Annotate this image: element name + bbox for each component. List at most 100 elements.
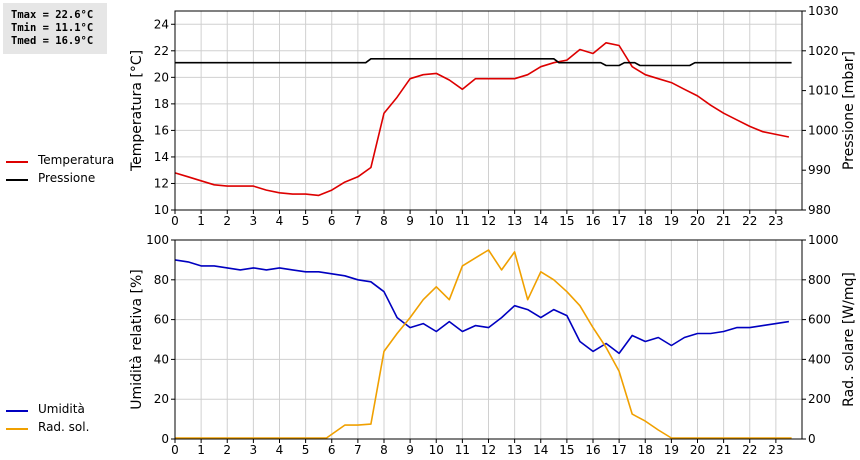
y-tick-label-right: 600 [808, 313, 831, 327]
x-tick-label: 11 [455, 214, 470, 228]
legend-bottom: Umidità Rad. sol. [0, 402, 140, 438]
y-axis-title-right: Pressione [mbar] [841, 51, 857, 170]
x-tick-label: 5 [302, 214, 310, 228]
tmax-text: Tmax = 22.6°C [11, 9, 94, 21]
x-tick-label: 8 [380, 443, 388, 457]
x-tick-label: 15 [559, 443, 574, 457]
x-tick-label: 5 [302, 443, 310, 457]
x-tick-label: 23 [768, 214, 783, 228]
y-tick-label-right: 1000 [808, 123, 839, 137]
x-tick-label: 21 [716, 443, 731, 457]
y-tick-label-right: 200 [808, 392, 831, 406]
x-tick-label: 18 [638, 214, 653, 228]
legend-swatch-temperatura [6, 161, 28, 163]
x-tick-label: 22 [742, 214, 757, 228]
x-tick-label: 10 [429, 443, 444, 457]
x-tick-label: 6 [328, 443, 336, 457]
x-tick-label: 13 [507, 214, 522, 228]
y-tick-label-right: 400 [808, 352, 831, 366]
x-tick-label: 2 [223, 443, 231, 457]
legend-swatch-radsol [6, 428, 28, 430]
x-tick-label: 22 [742, 443, 757, 457]
legend-label-radsol: Rad. sol. [38, 420, 90, 434]
chart-1: 0 1 2 3 4 5 6 7 8 9 10 11 12 13 14 15 16 17 18 19 20 21 22 2310… [129, 4, 857, 228]
y-tick-label-right: 1000 [808, 233, 839, 247]
x-tick-label: 7 [354, 443, 362, 457]
plot-frame [174, 10, 803, 211]
tmin-text: Tmin = 11.1°C [11, 22, 94, 34]
y-tick-label-right: 980 [808, 203, 831, 217]
x-tick-label: 17 [611, 443, 626, 457]
legend-item-pressione: Pressione [0, 171, 140, 189]
y-tick-label-left: 20 [154, 392, 169, 406]
x-tick-label: 19 [664, 443, 679, 457]
x-tick-label: 12 [481, 214, 496, 228]
series-line-umidit [174, 259, 790, 355]
x-tick-label: 20 [690, 214, 705, 228]
x-tick-label: 12 [481, 443, 496, 457]
y-tick-label-right: 1030 [808, 4, 839, 18]
legend-item-umidita: Umidità [0, 402, 140, 420]
x-tick-label: 14 [533, 214, 548, 228]
series-line-pressione [175, 57, 792, 67]
y-tick-label-right: 800 [808, 273, 831, 287]
y-tick-label-left: 10 [154, 203, 169, 217]
y-tick-label-left: 16 [154, 123, 169, 137]
legend-item-radsol: Rad. sol. [0, 420, 140, 438]
y-tick-label-left: 18 [154, 97, 169, 111]
x-tick-label: 9 [406, 443, 414, 457]
series-line-rad-sol [175, 249, 792, 439]
x-tick-label: 10 [429, 214, 444, 228]
y-axis-title-left: Temperatura [°C] [129, 50, 145, 172]
x-tick-label: 6 [328, 214, 336, 228]
x-tick-label: 3 [250, 214, 258, 228]
y-tick-label-right: 0 [808, 432, 816, 446]
x-tick-label: 0 [171, 443, 179, 457]
y-axis-title-right: Rad. solare [W/mq] [841, 272, 857, 407]
x-tick-label: 14 [533, 443, 548, 457]
legend-label-pressione: Pressione [38, 171, 96, 185]
x-tick-label: 15 [559, 214, 574, 228]
y-tick-label-right: 1020 [808, 44, 839, 58]
x-tick-label: 13 [507, 443, 522, 457]
y-tick-label-left: 60 [154, 313, 169, 327]
x-tick-label: 21 [716, 214, 731, 228]
legend-label-temperatura: Temperatura [38, 153, 115, 167]
x-tick-label: 4 [276, 214, 284, 228]
series-line-temperatura [174, 41, 790, 197]
y-tick-label-left: 12 [154, 176, 169, 190]
plot-frame [174, 239, 803, 440]
x-tick-label: 4 [276, 443, 284, 457]
x-tick-label: 1 [197, 214, 205, 228]
x-tick-label: 7 [354, 214, 362, 228]
x-tick-label: 9 [406, 214, 414, 228]
x-tick-label: 8 [380, 214, 388, 228]
x-tick-label: 23 [768, 443, 783, 457]
x-tick-label: 16 [585, 214, 600, 228]
legend-label-umidita: Umidità [38, 402, 85, 416]
chart-2: 0 1 2 3 4 5 6 7 8 9 10 11 12 13 14 15 16 17 18 19 20 21 22 2302… [129, 233, 857, 457]
x-tick-label: 0 [171, 214, 179, 228]
x-tick-label: 17 [611, 214, 626, 228]
y-tick-label-left: 14 [154, 150, 169, 164]
y-tick-label-right: 1010 [808, 84, 839, 98]
x-tick-label: 19 [664, 214, 679, 228]
x-tick-label: 16 [585, 443, 600, 457]
x-tick-label: 20 [690, 443, 705, 457]
legend-item-temperatura: Temperatura [0, 153, 140, 171]
y-axis-title-left: Umidità relativa [%] [129, 269, 145, 410]
tmed-text: Tmed = 16.9°C [11, 35, 94, 47]
legend-swatch-umidita [6, 410, 28, 412]
y-tick-label-left: 0 [161, 432, 169, 446]
legend-top: Temperatura Pressione [0, 153, 140, 189]
y-tick-label-left: 22 [154, 44, 169, 58]
y-tick-label-left: 40 [154, 352, 169, 366]
y-tick-label-right: 990 [808, 163, 831, 177]
x-tick-label: 1 [197, 443, 205, 457]
x-tick-label: 3 [250, 443, 258, 457]
y-tick-label-left: 24 [154, 17, 169, 31]
y-tick-label-left: 100 [146, 233, 169, 247]
x-tick-label: 2 [223, 214, 231, 228]
x-tick-label: 11 [455, 443, 470, 457]
